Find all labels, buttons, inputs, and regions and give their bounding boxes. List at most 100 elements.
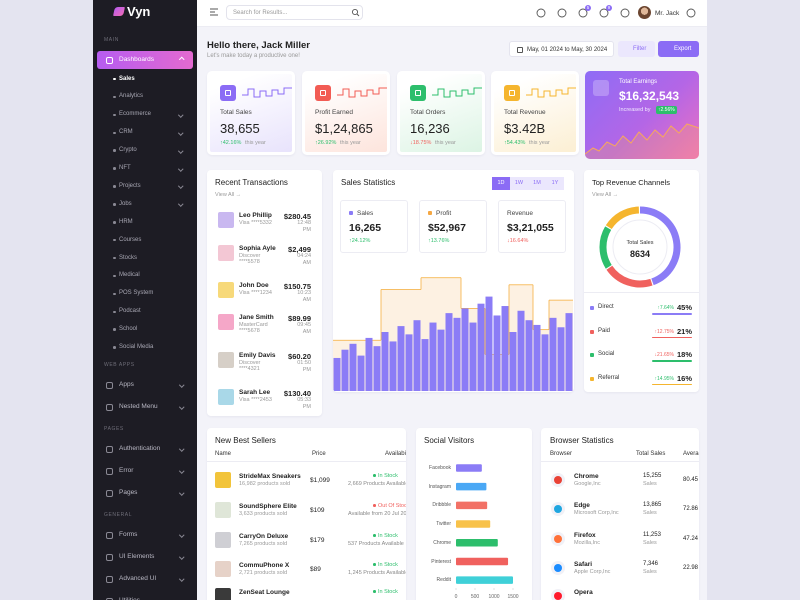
bar xyxy=(349,343,357,391)
menu-item[interactable]: Utilities xyxy=(119,597,140,600)
chevron xyxy=(178,147,184,153)
menu-item[interactable]: Error xyxy=(119,467,134,475)
logo-icon xyxy=(113,7,125,16)
filter-button[interactable]: Filter xyxy=(618,41,655,57)
menu-icon xyxy=(106,381,113,389)
bar xyxy=(381,332,389,391)
metric-change: ↑13.76% xyxy=(428,238,450,244)
stat-icon-glyph xyxy=(320,90,326,96)
submenu-item[interactable]: Stocks xyxy=(119,254,138,261)
submenu-item[interactable]: POS System xyxy=(119,290,154,297)
browser-sales-label: Sales xyxy=(643,540,657,546)
transaction-time: 01:50 PM xyxy=(297,360,311,373)
date-range: May, 01 2024 to May, 30 2024 xyxy=(527,46,608,53)
submenu-item[interactable]: Social Media xyxy=(119,344,154,350)
transaction-method: Visa ****1234 xyxy=(239,289,272,296)
menu-item[interactable]: Advanced UI xyxy=(119,575,157,583)
bar xyxy=(549,317,557,391)
user-avatar[interactable] xyxy=(638,6,651,19)
period-tab[interactable]: 1W xyxy=(510,177,528,190)
browser-company: Apple Corp,Inc xyxy=(574,569,611,575)
submenu-bullet xyxy=(113,274,116,278)
submenu-bullet xyxy=(113,131,116,134)
chevron xyxy=(179,490,185,496)
submenu-bullet xyxy=(113,256,116,260)
chevron xyxy=(179,446,185,452)
browser-company: Microsoft Corp,Inc xyxy=(574,510,619,516)
card-title: Social Visitors xyxy=(424,436,475,445)
user-name[interactable]: Mr. Jack xyxy=(655,9,680,17)
bar xyxy=(456,557,509,566)
submenu-item[interactable]: Podcast xyxy=(119,308,141,315)
browser-statistics-card: Browser Statistics Browser Total Sales Aver… xyxy=(541,428,699,600)
browser-name: Opera xyxy=(574,589,593,596)
transaction-name: Jane Smith xyxy=(239,314,274,321)
product-sold: 2,721 products sold xyxy=(239,570,288,576)
period-tab[interactable]: 1Y xyxy=(546,177,564,190)
browser-sales-label: Sales xyxy=(643,569,657,575)
subtitle: Let's make today a productive one! xyxy=(207,53,300,59)
submenu-item[interactable]: Sales xyxy=(119,75,135,82)
period-tab[interactable]: 1M xyxy=(528,177,546,190)
active-menu-pill[interactable] xyxy=(97,51,193,69)
transaction-method: Discover ****4321 xyxy=(239,359,261,373)
view-all-link[interactable]: View All → xyxy=(592,192,619,198)
stat-sparkline xyxy=(432,87,482,98)
submenu-item[interactable]: Crypto xyxy=(119,147,137,154)
transaction-name: John Doe xyxy=(239,282,269,289)
bar xyxy=(389,341,397,391)
submenu-bullet xyxy=(113,346,116,349)
stat-card: Total Orders 16,236 ↓18.75% this year xyxy=(397,71,485,155)
transaction-name: Emily Davis xyxy=(239,352,276,359)
bar xyxy=(333,357,341,391)
submenu-item[interactable]: Projects xyxy=(119,182,141,189)
donut-chart xyxy=(599,206,681,288)
product-price: $89 xyxy=(310,566,321,573)
submenu-item[interactable]: CRM xyxy=(119,129,133,136)
donut-center xyxy=(612,219,668,275)
submenu-item[interactable]: HRM xyxy=(119,218,133,225)
date-range-picker[interactable]: May, 01 2024 to May, 30 2024 xyxy=(509,41,614,57)
submenu-item[interactable]: Analytics xyxy=(119,93,144,100)
search-box[interactable]: Search for Results... xyxy=(226,5,363,20)
channel-name: Referral xyxy=(598,374,620,381)
menu-item[interactable]: Dashboards xyxy=(119,56,155,63)
stat-icon-glyph xyxy=(415,90,421,96)
stat-value: 38,655 xyxy=(220,121,260,136)
card-title: Browser Statistics xyxy=(550,436,614,445)
menu-item[interactable]: Authentication xyxy=(119,445,161,453)
submenu-bullet xyxy=(113,238,116,242)
bar xyxy=(469,322,477,391)
submenu-item[interactable]: NFT xyxy=(119,165,131,171)
stat-change: ↓18.75% xyxy=(410,140,432,146)
chevron xyxy=(179,382,185,388)
channel-change: ↓21.65% xyxy=(654,352,674,358)
channel-change: ↑12.75% xyxy=(654,328,674,335)
transaction-time: 09:45 AM xyxy=(297,322,311,335)
donut-center-label: Total Sales xyxy=(626,240,654,246)
submenu-item[interactable]: School xyxy=(119,326,138,333)
menu-item[interactable]: Apps xyxy=(119,381,134,389)
submenu-item[interactable]: Medical xyxy=(119,272,140,279)
stat-value: $3.42B xyxy=(504,121,546,136)
donut-segment xyxy=(639,206,681,286)
stat-period: this year xyxy=(245,140,266,146)
sales-statistics-card: Sales Statistics 1D 1W 1M 1Y Sales 16,265 ↑24.1… xyxy=(333,170,574,392)
submenu-item[interactable]: Jobs xyxy=(119,200,132,207)
x-tick-label: 0 xyxy=(454,594,458,600)
menu-item[interactable]: UI Elements xyxy=(119,553,155,561)
menu-item[interactable]: Pages xyxy=(119,489,138,497)
card-title: New Best Sellers xyxy=(215,436,276,445)
export-button[interactable]: Export xyxy=(658,41,699,57)
submenu-item[interactable]: Ecommerce xyxy=(119,111,152,118)
menu-item[interactable]: Forms xyxy=(119,531,138,539)
period-tab[interactable]: 1D xyxy=(492,177,510,190)
submenu-item[interactable]: Courses xyxy=(119,236,142,243)
menu-item[interactable]: Nested Menu xyxy=(119,403,158,411)
stat-icon xyxy=(220,85,236,101)
submenu-bullet xyxy=(113,77,116,81)
view-all-link[interactable]: View All → xyxy=(215,192,242,198)
best-sellers-card: New Best Sellers Name Price Availability Str… xyxy=(207,428,406,600)
bar xyxy=(445,313,453,391)
sidebar: Vyn MAIN Dashboards Sales Analytics Ecommerce… xyxy=(93,0,197,600)
